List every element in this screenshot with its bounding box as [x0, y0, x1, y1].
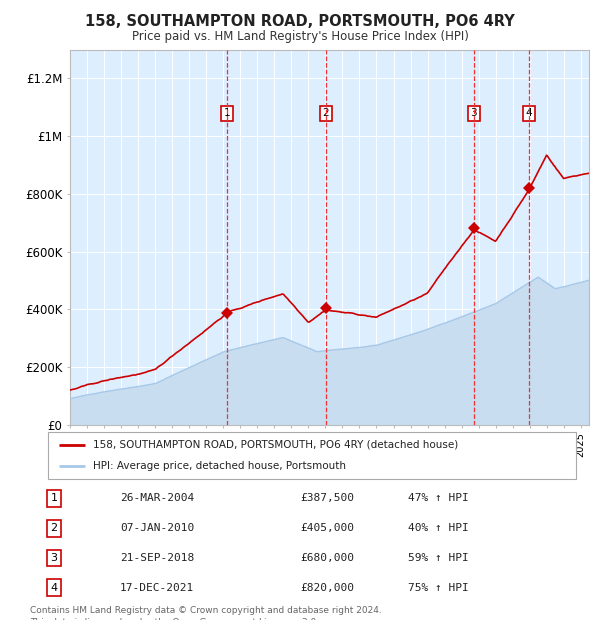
Text: 1: 1	[50, 494, 58, 503]
Text: 1: 1	[224, 108, 230, 118]
Text: 2: 2	[322, 108, 329, 118]
Text: 07-JAN-2010: 07-JAN-2010	[120, 523, 194, 533]
Text: HPI: Average price, detached house, Portsmouth: HPI: Average price, detached house, Port…	[93, 461, 346, 471]
Text: 2: 2	[50, 523, 58, 533]
Text: £387,500: £387,500	[300, 494, 354, 503]
Text: 17-DEC-2021: 17-DEC-2021	[120, 583, 194, 593]
Text: 26-MAR-2004: 26-MAR-2004	[120, 494, 194, 503]
Text: 59% ↑ HPI: 59% ↑ HPI	[408, 553, 469, 563]
Text: 75% ↑ HPI: 75% ↑ HPI	[408, 583, 469, 593]
Text: 4: 4	[50, 583, 58, 593]
Text: 40% ↑ HPI: 40% ↑ HPI	[408, 523, 469, 533]
Text: Contains HM Land Registry data © Crown copyright and database right 2024.
This d: Contains HM Land Registry data © Crown c…	[30, 606, 382, 620]
Text: £405,000: £405,000	[300, 523, 354, 533]
Text: 3: 3	[470, 108, 477, 118]
Text: £820,000: £820,000	[300, 583, 354, 593]
Text: £680,000: £680,000	[300, 553, 354, 563]
Text: Price paid vs. HM Land Registry's House Price Index (HPI): Price paid vs. HM Land Registry's House …	[131, 30, 469, 43]
Text: 47% ↑ HPI: 47% ↑ HPI	[408, 494, 469, 503]
Text: 158, SOUTHAMPTON ROAD, PORTSMOUTH, PO6 4RY: 158, SOUTHAMPTON ROAD, PORTSMOUTH, PO6 4…	[85, 14, 515, 29]
Text: 4: 4	[526, 108, 532, 118]
FancyBboxPatch shape	[48, 432, 576, 479]
Text: 3: 3	[50, 553, 58, 563]
Text: 21-SEP-2018: 21-SEP-2018	[120, 553, 194, 563]
Text: 158, SOUTHAMPTON ROAD, PORTSMOUTH, PO6 4RY (detached house): 158, SOUTHAMPTON ROAD, PORTSMOUTH, PO6 4…	[93, 440, 458, 450]
